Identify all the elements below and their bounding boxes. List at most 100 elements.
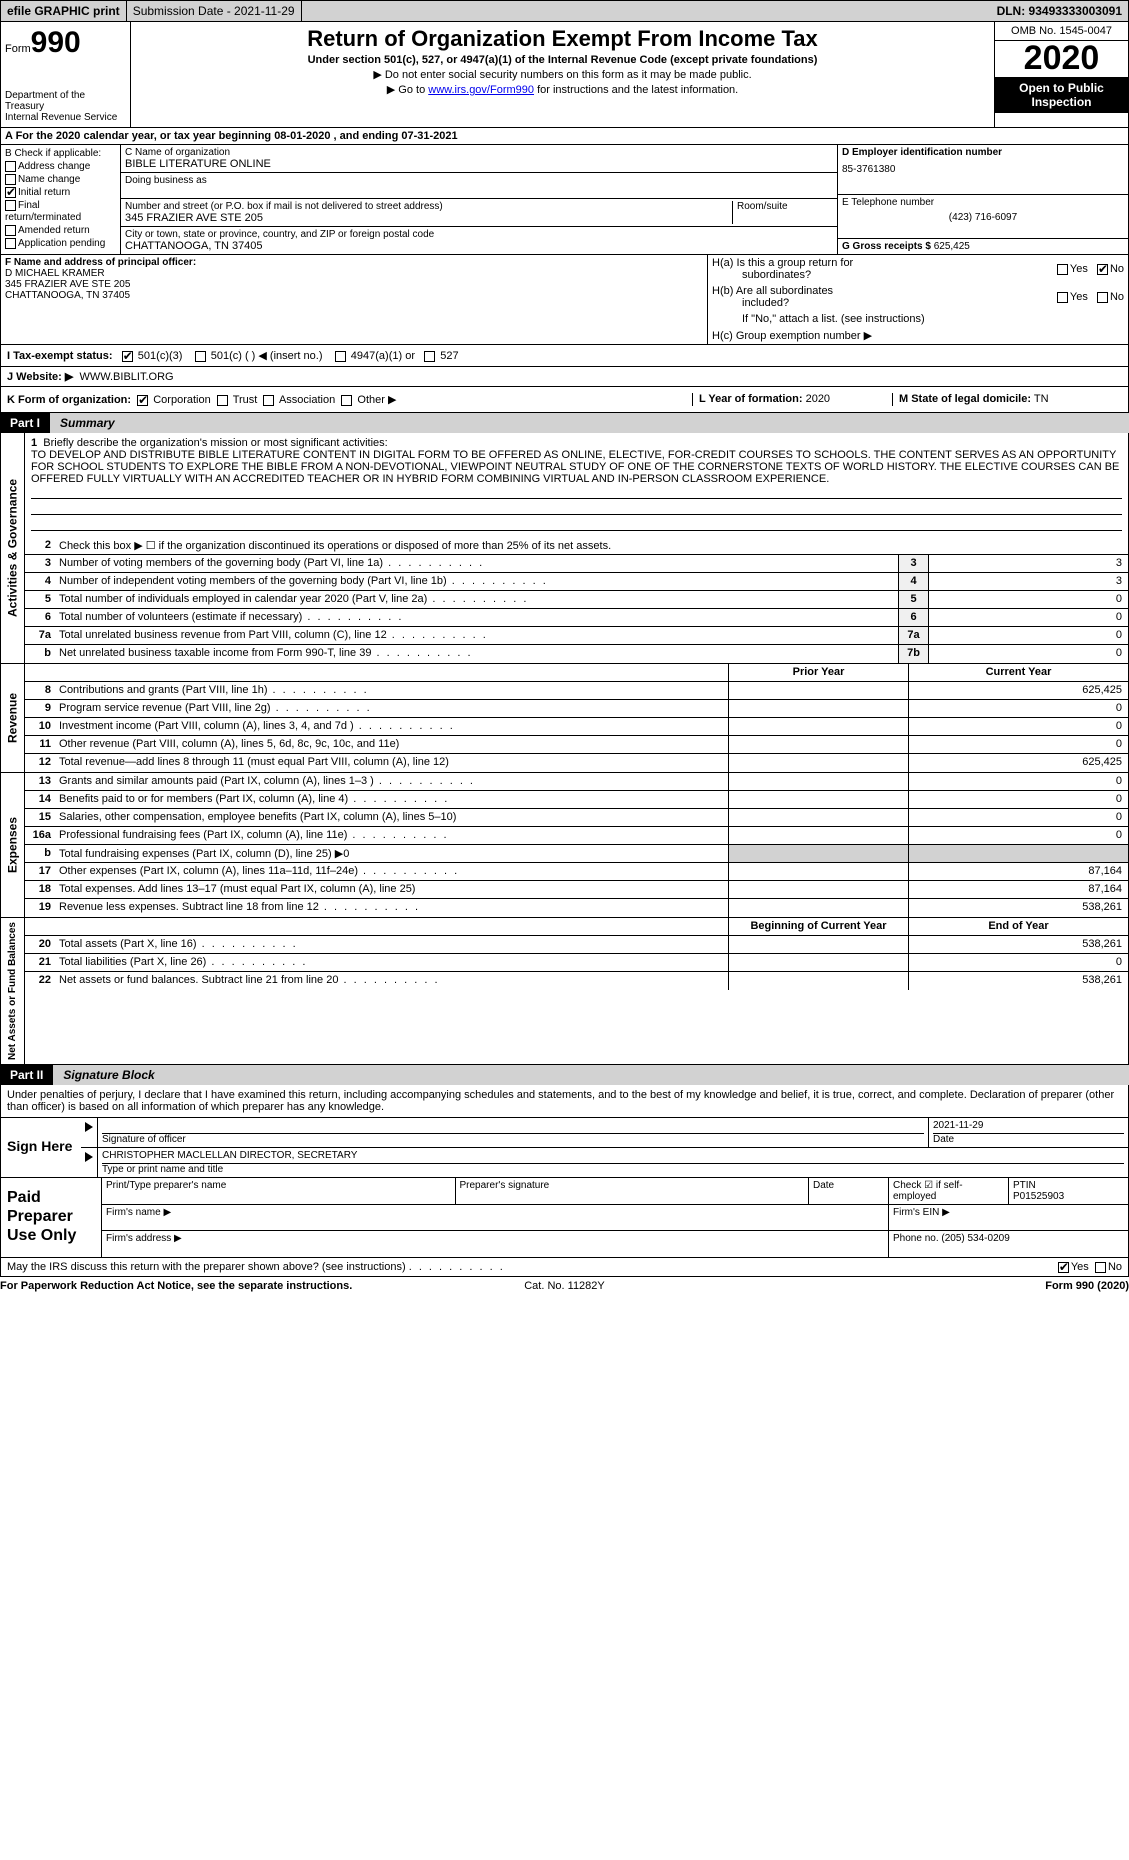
sign-here-label: Sign Here <box>1 1118 81 1177</box>
street-address: 345 FRAZIER AVE STE 205 <box>125 212 728 224</box>
line-16a: 16aProfessional fundraising fees (Part I… <box>25 827 1128 845</box>
chk-amended[interactable] <box>5 225 16 236</box>
cat-no: Cat. No. 11282Y <box>376 1280 752 1292</box>
prep-self: Check ☑ if self-employed <box>888 1178 1008 1204</box>
efile-print[interactable]: efile GRAPHIC print <box>1 1 127 21</box>
chk-initial[interactable] <box>5 187 16 198</box>
irs-link[interactable]: www.irs.gov/Form990 <box>428 84 534 96</box>
chk-other[interactable] <box>341 395 352 406</box>
chk-final[interactable] <box>5 200 16 211</box>
b-header: B Check if applicable: <box>5 148 116 159</box>
line-11: 11Other revenue (Part VIII, column (A), … <box>25 736 1128 754</box>
form-title: Return of Organization Exempt From Incom… <box>139 26 986 52</box>
tax-year: 2020 <box>995 41 1128 77</box>
paid-preparer-label: Paid Preparer Use Only <box>1 1178 101 1257</box>
line-22: 22Net assets or fund balances. Subtract … <box>25 972 1128 990</box>
line-7b: bNet unrelated business taxable income f… <box>25 645 1128 663</box>
chk-name[interactable] <box>5 174 16 185</box>
vlabel-expenses: Expenses <box>1 773 25 917</box>
line-6: 6Total number of volunteers (estimate if… <box>25 609 1128 627</box>
chk-corp[interactable] <box>137 395 148 406</box>
line-5: 5Total number of individuals employed in… <box>25 591 1128 609</box>
hb-yes[interactable] <box>1057 292 1068 303</box>
chk-501c3[interactable] <box>122 351 133 362</box>
officer-city: CHATTANOOGA, TN 37405 <box>5 290 703 301</box>
firm-addr: Firm's address ▶ <box>101 1231 888 1257</box>
prep-name: Print/Type preparer's name <box>101 1178 455 1204</box>
phone-row: E Telephone number (423) 716-6097 <box>838 195 1128 239</box>
dept-treasury: Department of the Treasury <box>5 90 126 112</box>
header-mid: Return of Organization Exempt From Incom… <box>131 22 994 127</box>
org-name: BIBLE LITERATURE ONLINE <box>125 158 833 170</box>
dln: DLN: 93493333003091 <box>991 1 1128 21</box>
line-4: 4Number of independent voting members of… <box>25 573 1128 591</box>
website: WWW.BIBLIT.ORG <box>79 371 173 383</box>
line-14: 14Benefits paid to or for members (Part … <box>25 791 1128 809</box>
officer-grid: F Name and address of principal officer:… <box>0 255 1129 345</box>
phone: (423) 716-6097 <box>842 212 1124 223</box>
vlabel-netassets: Net Assets or Fund Balances <box>1 918 25 1064</box>
line-7a: 7aTotal unrelated business revenue from … <box>25 627 1128 645</box>
chk-address[interactable] <box>5 161 16 172</box>
chk-527[interactable] <box>424 351 435 362</box>
line-19: 19Revenue less expenses. Subtract line 1… <box>25 899 1128 917</box>
line-17: 17Other expenses (Part IX, column (A), l… <box>25 863 1128 881</box>
row-j: J Website: ▶ WWW.BIBLIT.ORG <box>0 367 1129 387</box>
line-13: 13Grants and similar amounts paid (Part … <box>25 773 1128 791</box>
chk-assoc[interactable] <box>263 395 274 406</box>
vlabel-revenue: Revenue <box>1 664 25 772</box>
col-h: H(a) Is this a group return forsubordina… <box>708 255 1128 344</box>
net-header: Beginning of Current YearEnd of Year <box>25 918 1128 936</box>
prep-ptin: PTINP01525903 <box>1008 1178 1128 1204</box>
hb-note: If "No," attach a list. (see instruction… <box>708 311 1128 327</box>
city-row: City or town, state or province, country… <box>121 227 837 254</box>
ha-no[interactable] <box>1097 264 1108 275</box>
officer-name: D MICHAEL KRAMER <box>5 268 703 279</box>
ha-row: H(a) Is this a group return forsubordina… <box>708 255 1128 283</box>
ein-row: D Employer identification number 85-3761… <box>838 145 1128 195</box>
chk-501c[interactable] <box>195 351 206 362</box>
firm-phone: Phone no. (205) 534-0209 <box>888 1231 1128 1257</box>
form-ref: Form 990 (2020) <box>753 1280 1129 1292</box>
revenue-section: Revenue Prior YearCurrent Year 8Contribu… <box>0 664 1129 773</box>
arrow-icon <box>81 1118 97 1147</box>
chk-4947[interactable] <box>335 351 346 362</box>
expenses-section: Expenses 13Grants and similar amounts pa… <box>0 773 1129 918</box>
chk-application[interactable] <box>5 238 16 249</box>
header-left: Form990 Department of the Treasury Inter… <box>1 22 131 127</box>
chk-trust[interactable] <box>217 395 228 406</box>
form-subtitle: Under section 501(c), 527, or 4947(a)(1)… <box>139 54 986 66</box>
page-footer: For Paperwork Reduction Act Notice, see … <box>0 1277 1129 1295</box>
sign-here-grid: Sign Here Signature of officer 2021-11-2… <box>0 1118 1129 1178</box>
sig-name-cell: CHRISTOPHER MACLELLAN DIRECTOR, SECRETAR… <box>97 1148 1128 1177</box>
form-number: 990 <box>31 26 81 59</box>
line-2: 2Check this box ▶ ☐ if the organization … <box>25 537 1128 555</box>
line-9: 9Program service revenue (Part VIII, lin… <box>25 700 1128 718</box>
line-16b: bTotal fundraising expenses (Part IX, co… <box>25 845 1128 863</box>
line-3: 3Number of voting members of the governi… <box>25 555 1128 573</box>
discuss-no[interactable] <box>1095 1262 1106 1273</box>
form-header: Form990 Department of the Treasury Inter… <box>0 22 1129 128</box>
form-word: Form <box>5 43 31 55</box>
prep-sig: Preparer's signature <box>455 1178 809 1204</box>
hb-no[interactable] <box>1097 292 1108 303</box>
dba-row: Doing business as <box>121 173 837 199</box>
ha-yes[interactable] <box>1057 264 1068 275</box>
firm-ein: Firm's EIN ▶ <box>888 1205 1128 1230</box>
website-notice: ▶ Go to www.irs.gov/Form990 for instruct… <box>139 83 986 96</box>
ein: 85-3761380 <box>842 164 1124 175</box>
line-8: 8Contributions and grants (Part VIII, li… <box>25 682 1128 700</box>
paid-preparer-grid: Paid Preparer Use Only Print/Type prepar… <box>0 1178 1129 1258</box>
col-b-checkboxes: B Check if applicable: Address change Na… <box>1 145 121 254</box>
info-grid: B Check if applicable: Address change Na… <box>0 145 1129 255</box>
sig-date-cell: 2021-11-29 Date <box>928 1118 1128 1147</box>
signature-declaration: Under penalties of perjury, I declare th… <box>0 1085 1129 1118</box>
row-a-tax-year: A For the 2020 calendar year, or tax yea… <box>0 128 1129 145</box>
arrow-icon <box>81 1148 97 1177</box>
col-c: C Name of organization BIBLE LITERATURE … <box>121 145 838 254</box>
line-15: 15Salaries, other compensation, employee… <box>25 809 1128 827</box>
prep-date: Date <box>808 1178 888 1204</box>
discuss-yes[interactable] <box>1058 1262 1069 1273</box>
mission-text: TO DEVELOP AND DISTRIBUTE BIBLE LITERATU… <box>31 449 1119 485</box>
rev-header: Prior YearCurrent Year <box>25 664 1128 682</box>
